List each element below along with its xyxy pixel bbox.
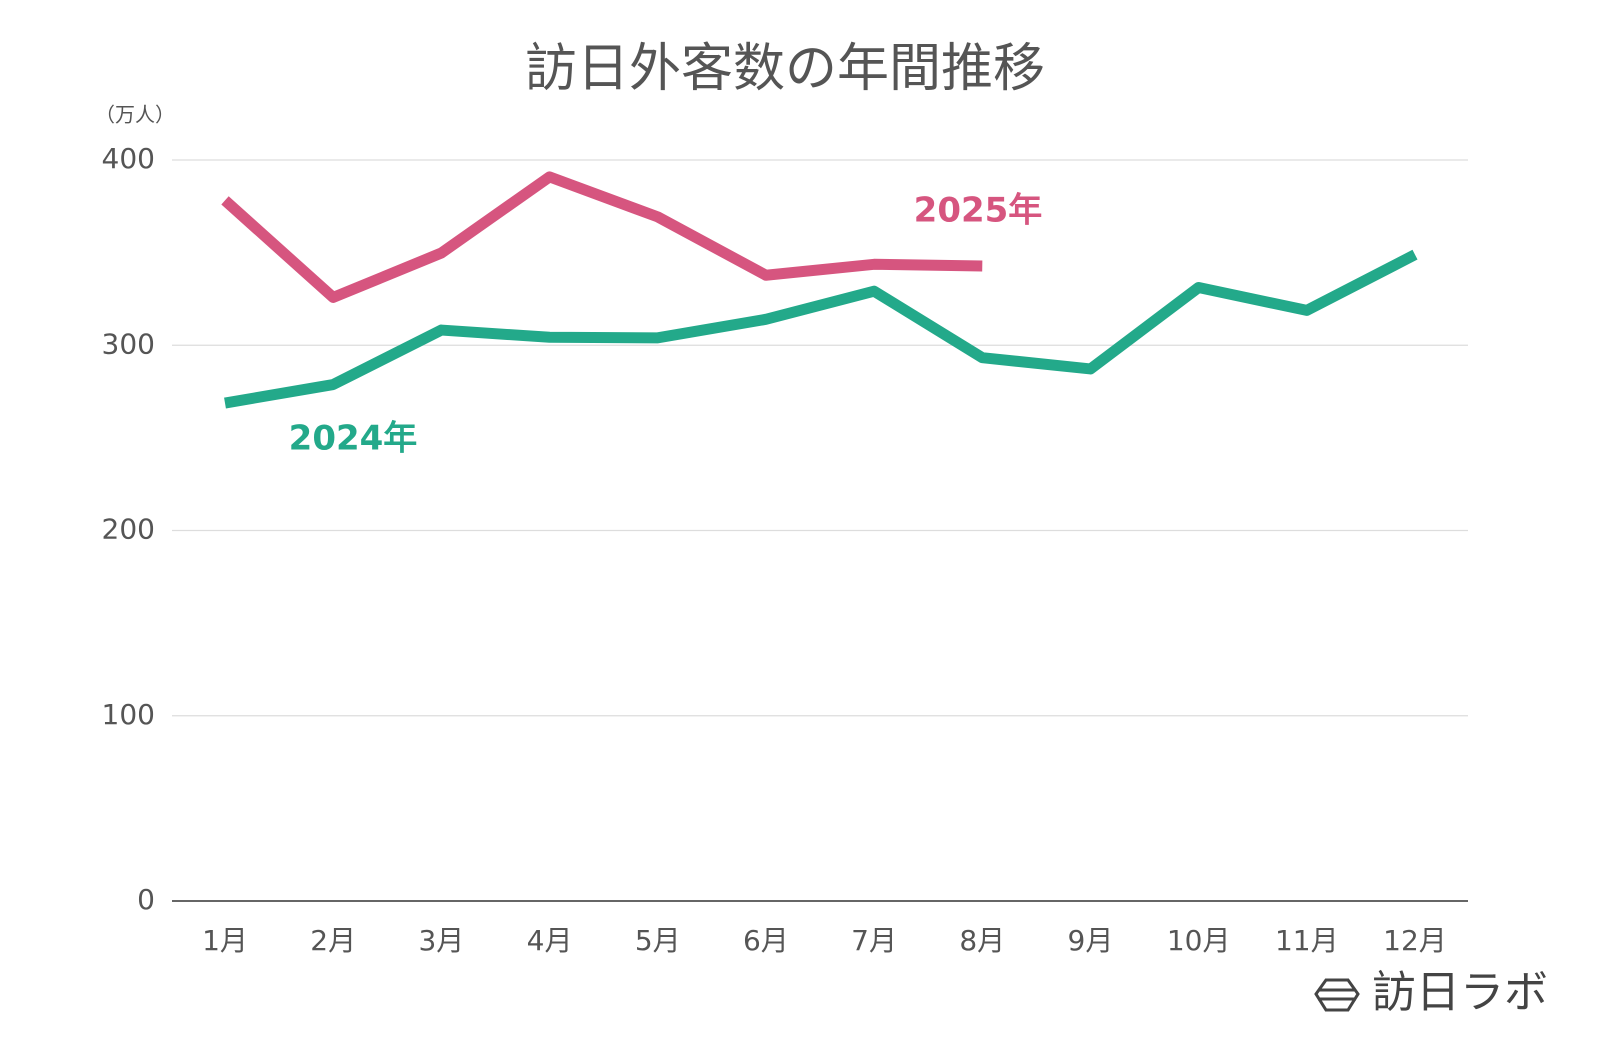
y-tick-label: 300 — [102, 327, 155, 360]
series-line — [224, 249, 1418, 409]
y-tick-label: 200 — [102, 513, 155, 546]
x-tick-label: 1月 — [202, 924, 248, 957]
y-tick-label: 400 — [102, 142, 155, 175]
watermark: 訪日ラボ — [1372, 967, 1548, 1018]
x-tick-label: 8月 — [959, 924, 1005, 957]
x-tick-label: 6月 — [743, 924, 789, 957]
y-tick-label: 0 — [137, 883, 155, 916]
x-tick-label: 3月 — [418, 924, 464, 957]
chart-title: 訪日外客数の年間推移 — [525, 39, 1045, 99]
series-label: 2025年 — [914, 191, 1043, 231]
x-tick-label: 2月 — [310, 924, 356, 957]
series-line — [221, 171, 983, 303]
x-tick-label: 7月 — [851, 924, 897, 957]
x-tick-label: 12月 — [1383, 924, 1447, 957]
series-label: 2024年 — [289, 419, 418, 459]
y-tick-label: 100 — [102, 698, 155, 731]
x-tick-label: 11月 — [1275, 924, 1339, 957]
y-unit: （万人） — [95, 103, 175, 127]
x-tick-label: 10月 — [1167, 924, 1231, 957]
x-tick-label: 4月 — [527, 924, 573, 957]
x-tick-label: 5月 — [635, 924, 681, 957]
watermark-logo — [1314, 978, 1360, 1012]
x-tick-label: 9月 — [1068, 924, 1114, 957]
